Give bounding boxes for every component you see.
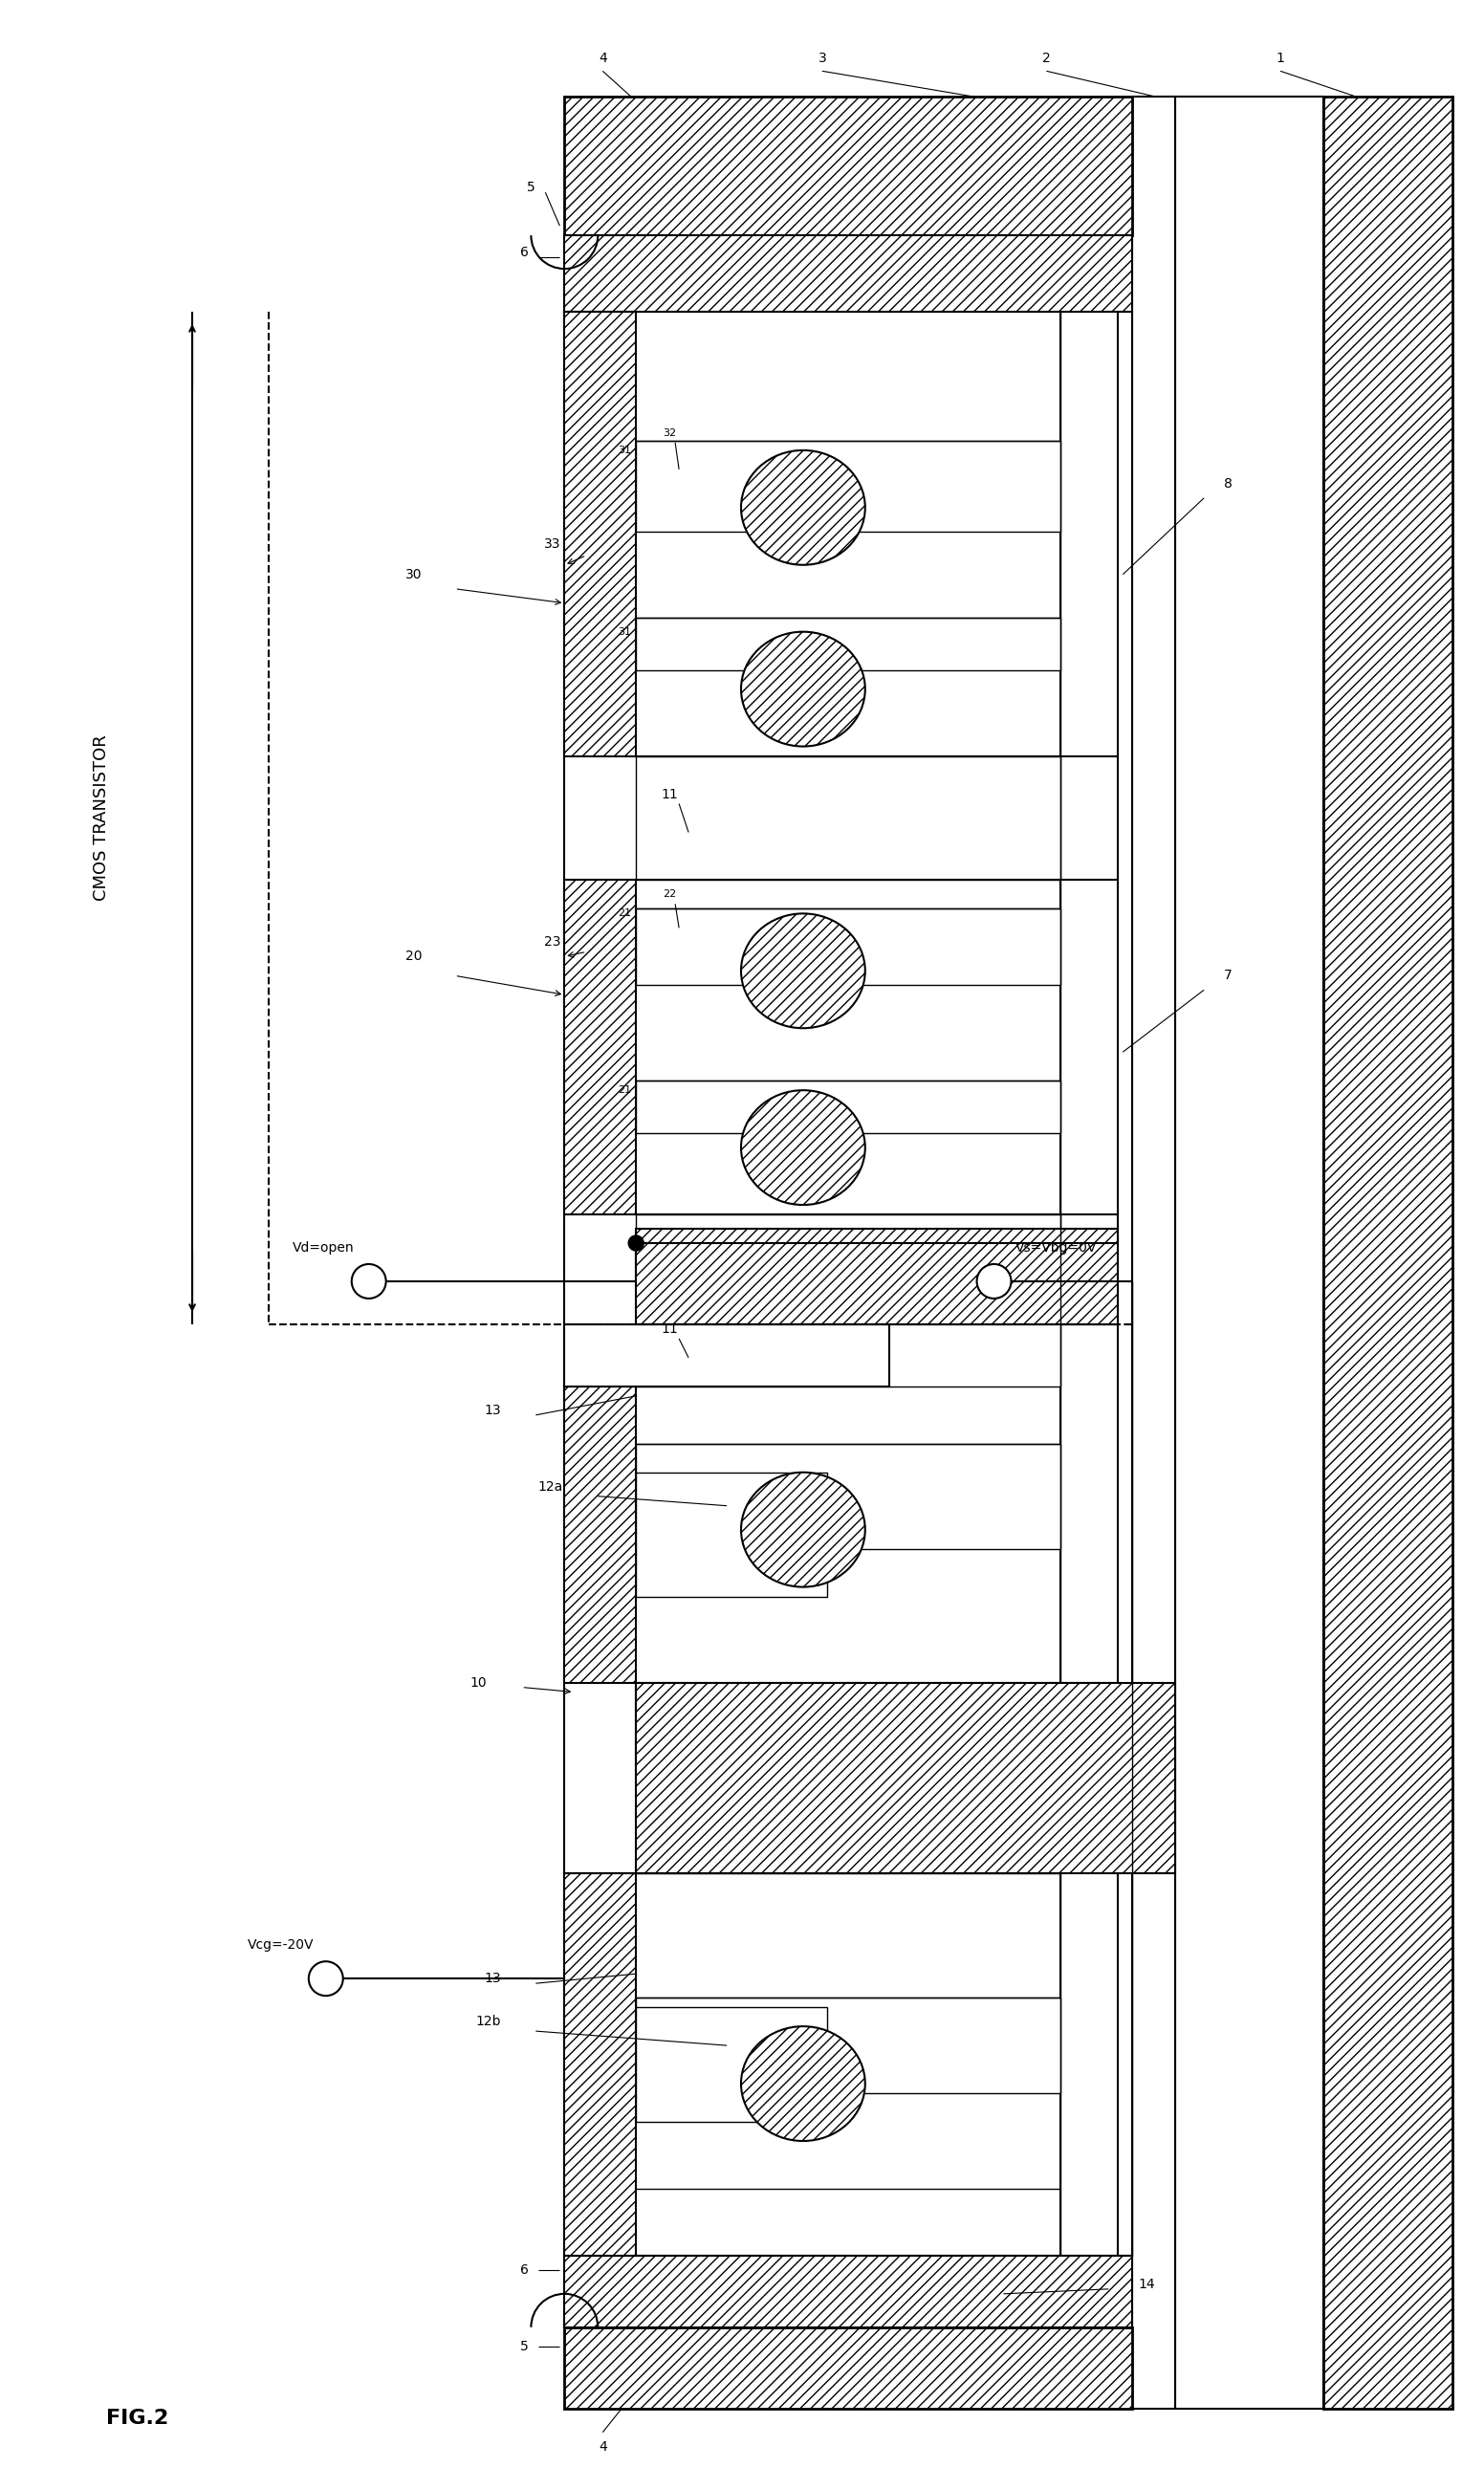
- Ellipse shape: [741, 2027, 865, 2141]
- Bar: [564, 1325, 889, 1387]
- Ellipse shape: [741, 1091, 865, 1205]
- Ellipse shape: [741, 1472, 865, 1586]
- Text: 13: 13: [484, 1404, 502, 1417]
- Text: 7: 7: [1224, 969, 1232, 984]
- Text: 11: 11: [660, 787, 678, 802]
- Bar: [637, 441, 1061, 530]
- Text: 14: 14: [1138, 2278, 1155, 2291]
- Text: 33: 33: [543, 538, 561, 550]
- Ellipse shape: [741, 632, 865, 747]
- Bar: [637, 1472, 827, 1596]
- Text: 10: 10: [470, 1676, 487, 1688]
- Bar: [637, 1683, 1175, 1872]
- Bar: [637, 757, 1061, 879]
- Bar: [637, 1683, 1117, 1778]
- Bar: [564, 2328, 1132, 2408]
- Text: 5: 5: [521, 2341, 528, 2353]
- Text: 31: 31: [617, 446, 631, 456]
- Bar: [637, 1215, 1061, 1387]
- Text: 1: 1: [1276, 52, 1285, 65]
- Text: 12b: 12b: [475, 2014, 500, 2029]
- Ellipse shape: [741, 2027, 865, 2141]
- Bar: [564, 311, 637, 757]
- Text: 2: 2: [1042, 52, 1051, 65]
- Ellipse shape: [741, 451, 865, 565]
- Ellipse shape: [741, 1472, 865, 1586]
- Bar: [564, 879, 637, 1215]
- Ellipse shape: [741, 632, 865, 747]
- Text: FIG.2: FIG.2: [107, 2408, 169, 2428]
- Text: 20: 20: [405, 949, 421, 964]
- Bar: [564, 1387, 637, 1683]
- Circle shape: [309, 1962, 343, 1997]
- Text: 5: 5: [527, 182, 536, 194]
- Bar: [1132, 97, 1175, 2408]
- Bar: [637, 618, 1061, 670]
- Text: Vs=Vbg=0V: Vs=Vbg=0V: [1015, 1240, 1097, 1255]
- Bar: [637, 1228, 1117, 1325]
- Circle shape: [352, 1265, 386, 1297]
- Text: 12a: 12a: [537, 1479, 562, 1494]
- Text: Vcg=-20V: Vcg=-20V: [248, 1940, 315, 1952]
- Text: 6: 6: [519, 247, 528, 259]
- Ellipse shape: [741, 914, 865, 1028]
- Bar: [564, 2256, 1132, 2328]
- Bar: [637, 1683, 1061, 1872]
- Circle shape: [976, 1265, 1011, 1297]
- Text: CMOS TRANSISTOR: CMOS TRANSISTOR: [93, 735, 110, 901]
- Circle shape: [628, 1235, 644, 1250]
- Bar: [1324, 97, 1453, 2408]
- Text: 13: 13: [484, 1972, 502, 1985]
- Bar: [637, 2007, 827, 2121]
- Text: 22: 22: [663, 889, 677, 899]
- Ellipse shape: [741, 451, 865, 565]
- Text: 30: 30: [405, 568, 421, 580]
- Bar: [637, 1081, 1061, 1133]
- Text: 11: 11: [660, 1322, 678, 1335]
- Bar: [564, 237, 1132, 311]
- Text: 21: 21: [617, 909, 631, 919]
- Bar: [1175, 97, 1324, 2408]
- Text: 31: 31: [617, 627, 631, 637]
- Text: 6: 6: [519, 2263, 528, 2276]
- Text: 23: 23: [543, 936, 561, 949]
- Ellipse shape: [741, 1091, 865, 1205]
- Bar: [637, 1997, 1061, 2094]
- Text: 3: 3: [818, 52, 827, 65]
- Text: 4: 4: [598, 2440, 607, 2453]
- Bar: [637, 909, 1061, 986]
- Text: 32: 32: [663, 428, 677, 438]
- Text: Vd=open: Vd=open: [292, 1240, 355, 1255]
- Bar: [564, 97, 1132, 237]
- Bar: [637, 1444, 1061, 1549]
- Text: 4: 4: [598, 52, 607, 65]
- Bar: [564, 1872, 637, 2256]
- Ellipse shape: [741, 914, 865, 1028]
- Text: 8: 8: [1224, 478, 1232, 491]
- Text: 21: 21: [617, 1086, 631, 1096]
- Bar: [564, 311, 1132, 2256]
